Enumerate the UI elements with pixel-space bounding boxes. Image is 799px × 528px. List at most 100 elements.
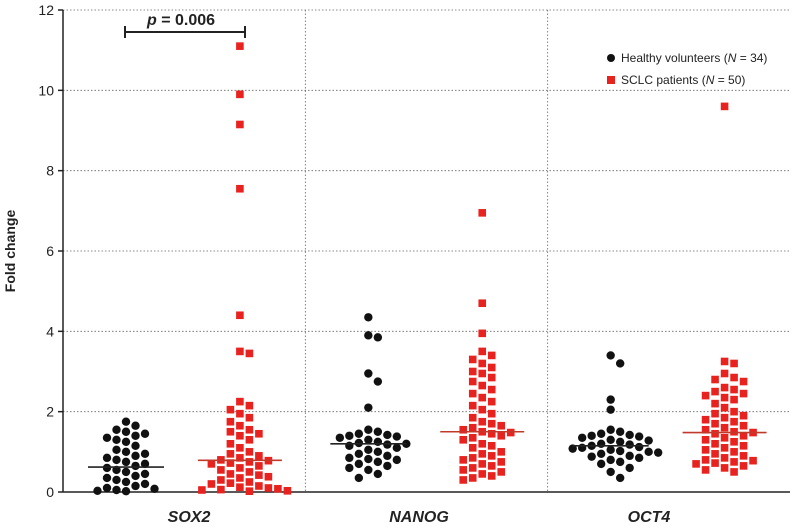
sclc-point-oct4-26 <box>730 427 738 436</box>
y-tick-label-2: 4 <box>46 323 54 339</box>
healthy-point-nanog-9 <box>383 430 392 440</box>
healthy-point-nanog-6 <box>364 425 373 434</box>
healthy-point-nanog-15 <box>354 438 364 448</box>
sclc-point-oct4-48 <box>701 466 710 474</box>
sclc-point-oct4-32 <box>730 437 738 446</box>
healthy-point-nanog-14 <box>373 437 383 446</box>
sclc-point-oct4-30 <box>720 433 729 442</box>
healthy-point-oct4-2 <box>606 395 615 404</box>
sclc-point-sox2-6 <box>245 349 254 358</box>
sclc-point-sox2-0 <box>236 42 244 50</box>
healthy-point-nanog-5 <box>364 403 373 412</box>
sclc-point-oct4-5 <box>711 375 719 384</box>
healthy-point-sox2-13 <box>131 451 140 461</box>
healthy-point-sox2-19 <box>102 463 112 473</box>
healthy-point-nanog-32 <box>373 469 383 479</box>
healthy-point-oct4-13 <box>615 437 625 446</box>
sclc-point-oct4-37 <box>730 448 738 456</box>
sclc-point-sox2-24 <box>236 454 244 462</box>
healthy-point-sox2-2 <box>112 425 121 434</box>
healthy-point-oct4-17 <box>634 442 644 452</box>
sclc-point-oct4-15 <box>720 403 729 412</box>
sclc-point-sox2-49 <box>245 487 254 495</box>
healthy-point-nanog-27 <box>373 457 383 467</box>
healthy-point-oct4-21 <box>615 446 625 456</box>
sclc-point-nanog-0 <box>478 209 487 217</box>
healthy-point-oct4-7 <box>625 430 634 440</box>
sclc-point-sox2-8 <box>245 401 254 410</box>
healthy-point-oct4-28 <box>606 455 615 465</box>
sclc-point-nanog-18 <box>478 405 487 414</box>
sclc-point-oct4-7 <box>720 383 729 392</box>
sclc-point-sox2-19 <box>226 440 235 448</box>
sclc-point-oct4-28 <box>711 429 719 438</box>
healthy-point-nanog-18 <box>345 441 354 451</box>
healthy-point-sox2-26 <box>121 477 131 487</box>
p-value-text: = 0.006 <box>157 12 215 29</box>
healthy-point-nanog-4 <box>373 377 383 386</box>
healthy-point-oct4-32 <box>606 467 615 477</box>
sclc-point-sox2-2 <box>236 120 244 129</box>
y-tick-label-1: 2 <box>46 404 54 420</box>
legend-sclc-marker <box>607 76 615 84</box>
sclc-point-oct4-6 <box>739 377 748 386</box>
sclc-point-sox2-3 <box>236 184 244 193</box>
sclc-point-oct4-42 <box>749 456 757 465</box>
sclc-point-nanog-29 <box>497 431 506 440</box>
sclc-point-nanog-37 <box>487 452 496 460</box>
healthy-point-nanog-1 <box>364 331 373 340</box>
healthy-point-oct4-14 <box>596 439 606 448</box>
sclc-point-oct4-14 <box>711 399 719 408</box>
sclc-point-sox2-42 <box>255 482 263 490</box>
legend-healthy-prefix: Healthy volunteers ( <box>621 51 728 65</box>
legend-sclc-suffix: = 50) <box>714 73 745 87</box>
sclc-point-sox2-10 <box>236 409 244 418</box>
healthy-point-nanog-12 <box>335 433 345 442</box>
healthy-point-sox2-4 <box>140 429 150 438</box>
sclc-point-sox2-34 <box>226 470 235 478</box>
sclc-point-sox2-1 <box>236 90 244 99</box>
healthy-point-oct4-6 <box>596 429 606 438</box>
grid-lines <box>63 9 790 492</box>
healthy-point-sox2-25 <box>112 475 121 485</box>
healthy-point-sox2-31 <box>112 485 121 495</box>
healthy-point-nanog-8 <box>354 429 364 438</box>
healthy-point-sox2-32 <box>93 486 102 495</box>
legend-sclc-label: SCLC patients (N = 50) <box>621 73 745 87</box>
sclc-point-nanog-6 <box>478 359 487 368</box>
y-tick-label-4: 8 <box>46 163 54 179</box>
healthy-point-sox2-22 <box>140 469 150 479</box>
healthy-point-oct4-3 <box>606 405 615 414</box>
sclc-point-nanog-13 <box>487 385 496 394</box>
healthy-point-oct4-12 <box>644 436 653 445</box>
sclc-point-sox2-45 <box>274 484 282 493</box>
sclc-point-oct4-24 <box>720 423 729 432</box>
healthy-point-sox2-21 <box>121 467 131 477</box>
sclc-point-sox2-20 <box>236 444 244 452</box>
sclc-point-oct4-25 <box>701 425 710 434</box>
sclc-point-sox2-27 <box>245 458 254 466</box>
y-tick-label-3: 6 <box>46 243 54 259</box>
healthy-point-oct4-18 <box>577 443 587 453</box>
healthy-point-sox2-0 <box>121 417 131 426</box>
healthy-point-sox2-1 <box>131 421 140 430</box>
sclc-point-oct4-45 <box>692 460 700 468</box>
sclc-point-sox2-28 <box>226 459 235 467</box>
significance-annotation: p = 0.006 <box>124 12 246 38</box>
healthy-point-sox2-11 <box>121 447 131 457</box>
healthy-point-nanog-3 <box>364 369 373 378</box>
sclc-point-nanog-3 <box>478 347 487 356</box>
sclc-point-sox2-36 <box>264 472 273 481</box>
healthy-point-oct4-15 <box>625 440 634 449</box>
sclc-point-oct4-20 <box>701 415 710 424</box>
sclc-point-nanog-15 <box>478 393 487 402</box>
sclc-point-sox2-17 <box>236 431 244 440</box>
sclc-point-oct4-9 <box>711 387 719 396</box>
sclc-point-nanog-45 <box>497 468 506 476</box>
sclc-point-nanog-20 <box>468 413 477 422</box>
healthy-point-sox2-29 <box>102 483 112 493</box>
sclc-point-sox2-41 <box>207 480 216 488</box>
sclc-point-sox2-7 <box>236 397 244 406</box>
healthy-point-nanog-24 <box>345 453 354 463</box>
y-tick-label-0: 0 <box>46 484 54 500</box>
